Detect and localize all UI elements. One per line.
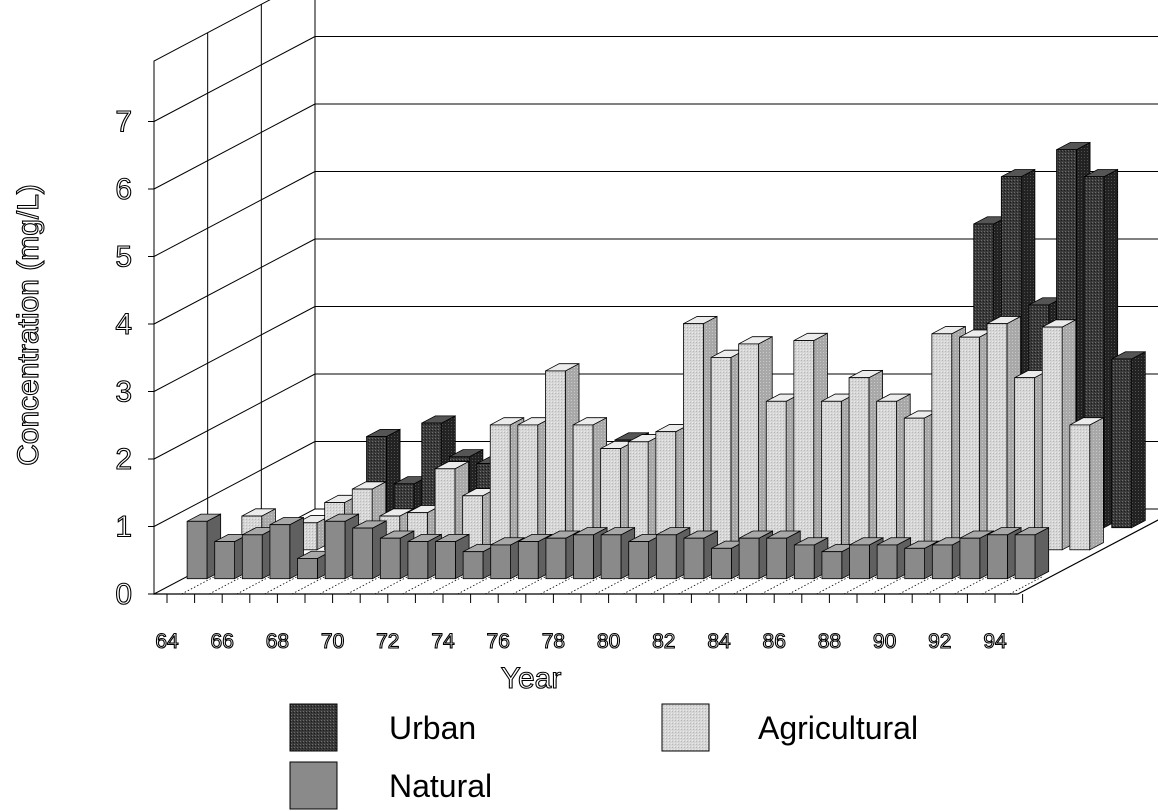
x-tick-label: 76	[487, 630, 510, 653]
floor-grid-dotted	[374, 576, 408, 595]
floor-grid-dotted	[816, 576, 849, 595]
x-tick-label: 90	[873, 630, 896, 653]
floor-grid-dotted	[788, 576, 822, 595]
chart-floor	[154, 519, 1158, 595]
floor-grid-dotted	[705, 576, 739, 595]
legend-item-urban: Urban	[289, 703, 476, 752]
x-tick-label: 92	[928, 630, 951, 653]
y-tick-label: 4	[115, 308, 132, 341]
legend-swatch-agricultural	[661, 703, 710, 752]
x-axis-title: Year	[501, 662, 562, 695]
floor-grid-dotted	[871, 576, 904, 595]
floor-grid-dotted	[567, 576, 601, 595]
y-tick-label: 2	[115, 443, 132, 476]
bar-agricultural	[1069, 417, 1104, 551]
gridline-left	[153, 441, 316, 527]
floor-grid-dotted	[181, 576, 214, 595]
floor-grid-dotted	[512, 576, 546, 595]
x-tick-label: 80	[597, 630, 620, 653]
x-tick-label: 88	[818, 630, 841, 653]
floor-grid-dotted	[733, 576, 766, 595]
x-tick-label: 68	[266, 630, 289, 653]
legend-swatch-natural	[289, 761, 338, 810]
floor-right-edge	[1017, 519, 1158, 595]
legend: Urban Agricultural Natural	[289, 703, 918, 810]
gridline-left	[153, 238, 316, 325]
bar-natural	[435, 533, 470, 580]
x-tick-label: 94	[983, 630, 1007, 653]
gridline-left	[153, 171, 316, 257]
floor-grid-dotted	[595, 576, 628, 595]
floor-grid-dotted	[457, 576, 490, 595]
floor-grid-dotted	[209, 576, 242, 595]
y-tick-label: 5	[115, 241, 132, 274]
floor-grid-dotted	[678, 576, 711, 595]
series-agricultural	[241, 315, 1104, 551]
floor-grid-dotted	[981, 576, 1015, 595]
bar-natural	[766, 530, 801, 580]
gridline-left	[153, 373, 316, 460]
y-tick-label: 0	[115, 578, 132, 611]
x-tick-label: 84	[707, 630, 731, 653]
x-tick-label: 78	[542, 630, 565, 653]
left-wall	[153, 0, 316, 595]
bar-agricultural	[793, 332, 828, 551]
legend-swatch-urban	[289, 703, 338, 752]
y-axis-ticks: 0 1 2 3 4 5 6 7	[115, 105, 154, 612]
floor-grid-dotted	[623, 576, 656, 595]
floor-grid-dotted	[236, 576, 270, 595]
floor-grid-dotted	[761, 576, 794, 595]
floor-grid-dotted	[264, 576, 297, 595]
series-natural	[186, 513, 1050, 580]
x-tick-label: 74	[431, 630, 455, 653]
legend-label-agricultural: Agricultural	[758, 710, 918, 746]
gridline-left	[153, 306, 316, 392]
gridline-left	[153, 103, 316, 190]
x-tick-label: 64	[155, 630, 179, 653]
legend-label-natural: Natural	[389, 768, 492, 804]
x-axis-ticks: 64 66 68 70 72 74 76 78 80 82 84 86 88 90 92 94	[155, 594, 1024, 654]
floor-grid-dotted	[926, 576, 960, 595]
y-tick-label: 7	[115, 106, 132, 139]
floor-grid-dotted	[540, 576, 573, 595]
bar-agricultural	[738, 336, 773, 551]
bar-urban	[1111, 351, 1146, 529]
floor-grid-dotted	[650, 576, 684, 595]
floor-grid-dotted	[485, 576, 518, 595]
floor-grid-dotted	[954, 576, 987, 595]
x-tick-label: 70	[321, 630, 344, 653]
y-axis-title: Concentration (mg/L)	[12, 184, 45, 466]
x-tick-label: 86	[763, 630, 786, 653]
x-tick-label: 66	[211, 630, 234, 653]
floor-grid-dotted	[1009, 576, 1042, 595]
y-tick-label: 1	[115, 511, 132, 544]
floor-grid-dotted	[347, 576, 380, 595]
floor-grid-dotted	[319, 576, 352, 595]
bar-agricultural	[545, 363, 580, 551]
floor-grid-dotted	[843, 576, 877, 595]
bar-agricultural	[876, 393, 911, 551]
gridline-left	[153, 36, 316, 122]
legend-item-natural: Natural	[289, 761, 492, 810]
x-tick-label: 72	[376, 630, 399, 653]
legend-label-urban: Urban	[389, 710, 476, 746]
bar-natural	[1014, 526, 1050, 580]
floor-grid-dotted	[429, 576, 463, 595]
legend-item-agricultural: Agricultural	[661, 703, 918, 752]
y-tick-label: 3	[115, 376, 132, 409]
floor-grid-dotted	[899, 576, 932, 595]
bar-natural	[683, 530, 718, 580]
floor-grid-dotted	[291, 576, 325, 595]
floor-grid-dotted	[402, 576, 435, 595]
x-tick-label: 82	[652, 630, 675, 653]
y-tick-label: 6	[115, 173, 132, 206]
